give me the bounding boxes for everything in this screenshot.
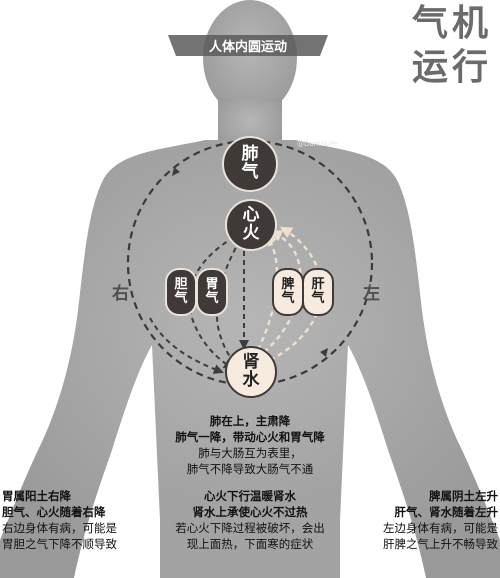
- ribbon-label: 人体内圆运动: [208, 40, 287, 55]
- gallbladder-qi-node: 胆气: [165, 268, 197, 316]
- descending-arrows: [149, 236, 249, 374]
- caption-right-descend: 胃属阳土右降 胆气、心火随着右降 右边身体有病，可能是 胃胆之气下降不顺导致: [2, 489, 117, 551]
- corner-title-line2: 运行: [411, 47, 492, 88]
- lung-qi-node: 肺气: [222, 136, 278, 192]
- caption-left-ascend: 脾属阴土左升 肝气、肾水随着左升 左边身体有病，可能是 肝脾之气上升不畅导致: [383, 489, 498, 551]
- stomach-qi-node: 胃气: [196, 268, 228, 316]
- outer-cycle-dashed-circle: [126, 139, 374, 387]
- caption-lung-descend: 肺在上，主肃降 肺气一降，带动心火和胃气降 肺与大肠互为表里， 肺气不降导致大肠…: [175, 414, 325, 476]
- corner-title-line1: 气机: [411, 3, 492, 44]
- side-label-left: 左: [363, 284, 380, 304]
- heart-fire-node: 心火: [225, 199, 277, 251]
- watermark: @DamoLife: [297, 140, 338, 148]
- caption-heart-kidney: 心火下行温暖肾水 肾水上承使心火不过热 若心火下降过程被破坏，会出 现上面热，下…: [175, 489, 325, 551]
- liver-qi-node: 肝气: [302, 268, 334, 316]
- side-label-right: 右: [112, 284, 129, 304]
- spleen-qi-node: 脾气: [272, 268, 304, 316]
- kidney-water-node: 肾水: [225, 346, 277, 398]
